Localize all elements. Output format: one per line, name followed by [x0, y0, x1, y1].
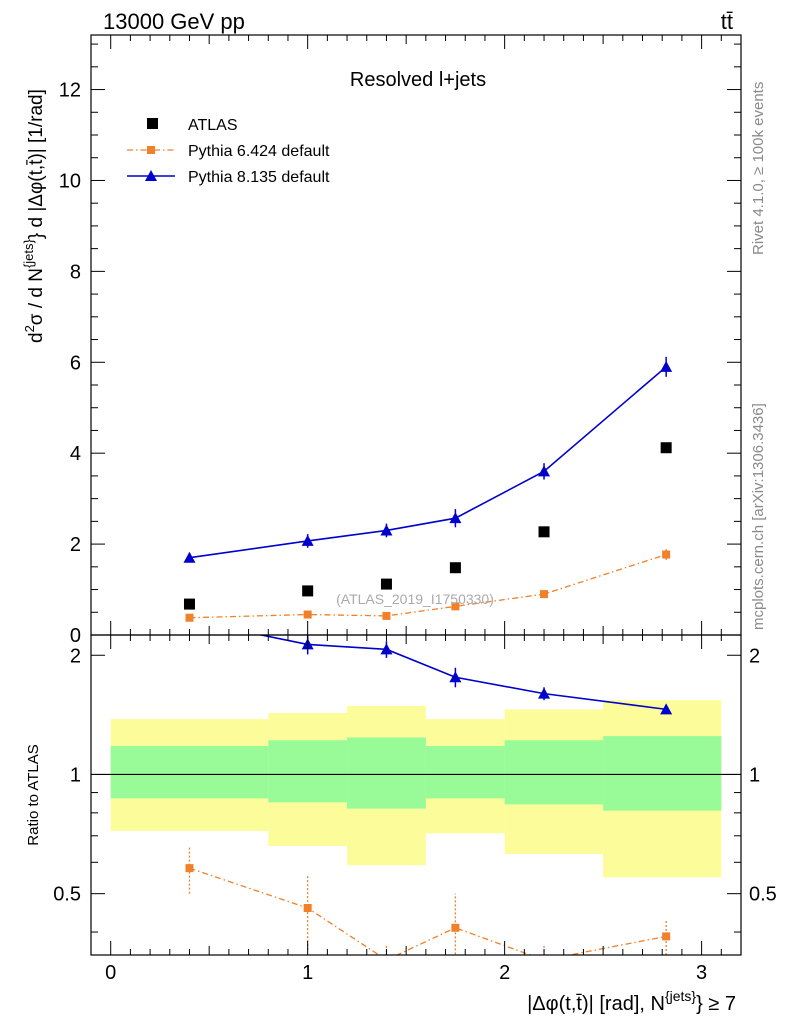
legend-atlas-label: ATLAS	[188, 117, 238, 134]
ratio-band-green	[268, 740, 348, 803]
legend-pythia8-marker	[145, 170, 157, 181]
pythia6-point	[540, 590, 549, 599]
ratio-band-green	[425, 745, 505, 799]
xlabel-pre: |Δφ(t,t̄)| [rad], N	[527, 993, 665, 1015]
x-axis-label: |Δφ(t,t̄)| [rad], N{jets}} ≥ 7	[527, 988, 736, 1015]
ratio-pythia8-point	[538, 687, 551, 699]
pythia8-point	[449, 512, 462, 524]
main-ytick-label: 0	[70, 625, 81, 647]
main-ytick-label: 10	[59, 170, 81, 192]
atlas-point	[449, 562, 461, 574]
atlas-point	[302, 585, 314, 597]
main-ytick-label: 2	[70, 534, 81, 556]
pythia6-point	[662, 550, 671, 559]
ratio-pythia6-point	[382, 956, 390, 964]
ylabel-sigma: σ / d N	[26, 268, 47, 325]
ratio-band-green	[110, 745, 269, 799]
main-y-axis-label: d2σ / d N{jets}} d |Δφ(t,t̄)| [1/rad]	[21, 89, 47, 343]
pythia8-point	[660, 360, 673, 372]
header-energy: 13000 GeV pp	[103, 9, 245, 34]
ratio-band-green	[347, 737, 426, 809]
pythia6-point	[451, 602, 460, 611]
legend-atlas-marker	[147, 118, 158, 129]
main-ytick-label: 4	[70, 443, 81, 465]
header-process: tt̄	[721, 9, 733, 34]
ratio-pythia6-point	[185, 864, 194, 873]
analysis-watermark: (ATLAS_2019_I1750330)	[336, 591, 494, 607]
ratio-ytick-label: 0.5	[53, 884, 81, 906]
ratio-band-green	[504, 740, 604, 805]
main-ytick-label: 12	[59, 80, 81, 102]
pythia8-line	[189, 366, 667, 559]
ratio-pythia8-point	[380, 643, 393, 655]
ratio-ytick-label-right: 0.5	[749, 884, 777, 906]
ylabel-d2: d	[26, 332, 47, 343]
pythia6-point	[303, 610, 312, 619]
xlabel-post: } ≥ 7	[696, 993, 736, 1015]
pythia6-line	[189, 553, 667, 619]
xtick-label: 2	[499, 962, 510, 984]
pythia6-point	[382, 611, 391, 620]
pythia8-point	[538, 465, 551, 477]
ratio-ytick-label-right: 2	[749, 645, 760, 667]
ratio-pythia6-point	[540, 956, 548, 964]
ratio-pythia6-point	[662, 932, 671, 941]
xtick-label: 1	[302, 962, 313, 984]
ratio-y-axis-label: Ratio to ATLAS	[25, 744, 42, 845]
ratio-ytick-label: 1	[70, 764, 81, 786]
atlas-point	[183, 598, 195, 610]
main-ytick-label: 6	[70, 352, 81, 374]
mcplots-label: mcplots.cern.ch [arXiv:1306.3436]	[750, 403, 767, 630]
ratio-pythia8-point	[660, 703, 673, 715]
main-panel: 0 2 4 6 8 10 12 Resolved l+jets (ATLAS_2019_I1…	[21, 34, 742, 647]
ratio-pythia6-point	[303, 904, 312, 913]
atlas-point	[538, 526, 550, 538]
atlas-point	[660, 442, 672, 454]
xlabel-sup: {jets}	[665, 988, 696, 1004]
ratio-frame	[90, 634, 742, 956]
ylabel-sup2: 2	[22, 325, 37, 332]
ratio-panel: 0.5 0.5 1 1 2 2 0 1 2 3 Ratio to ATLAS |Δφ(t,t̄)|…	[25, 634, 777, 1015]
ratio-pythia6-line	[189, 867, 667, 955]
legend-pythia6-label: Pythia 6.424 default	[188, 143, 330, 160]
legend-pythia6-marker	[147, 146, 155, 154]
plot-title: Resolved l+jets	[350, 69, 486, 91]
legend-pythia8-label: Pythia 8.135 default	[188, 169, 330, 186]
atlas-point	[380, 578, 392, 590]
pythia8-point	[183, 551, 196, 563]
ylabel-sup-jets: {jets}	[21, 238, 36, 268]
pythia8-point	[301, 534, 314, 546]
ratio-pythia8-line	[257, 635, 667, 711]
ratio-band-green	[603, 736, 722, 811]
ylabel-rest: } d |Δφ(t,t̄)| [1/rad]	[26, 89, 47, 239]
ratio-ytick-label-right: 1	[749, 764, 760, 786]
ratio-pythia8-point	[449, 671, 462, 683]
pythia8-point	[380, 524, 393, 536]
ratio-ytick-label: 2	[70, 645, 81, 667]
xtick-label: 3	[696, 962, 707, 984]
rivet-label: Rivet 4.1.0, ≥ 100k events	[750, 82, 767, 255]
legend: ATLAS Pythia 6.424 default Pythia 8.135 …	[127, 117, 330, 186]
main-ytick-label: 8	[70, 261, 81, 283]
ratio-pythia6-point	[451, 923, 460, 932]
pythia6-point	[185, 613, 194, 622]
xtick-label: 0	[105, 962, 116, 984]
